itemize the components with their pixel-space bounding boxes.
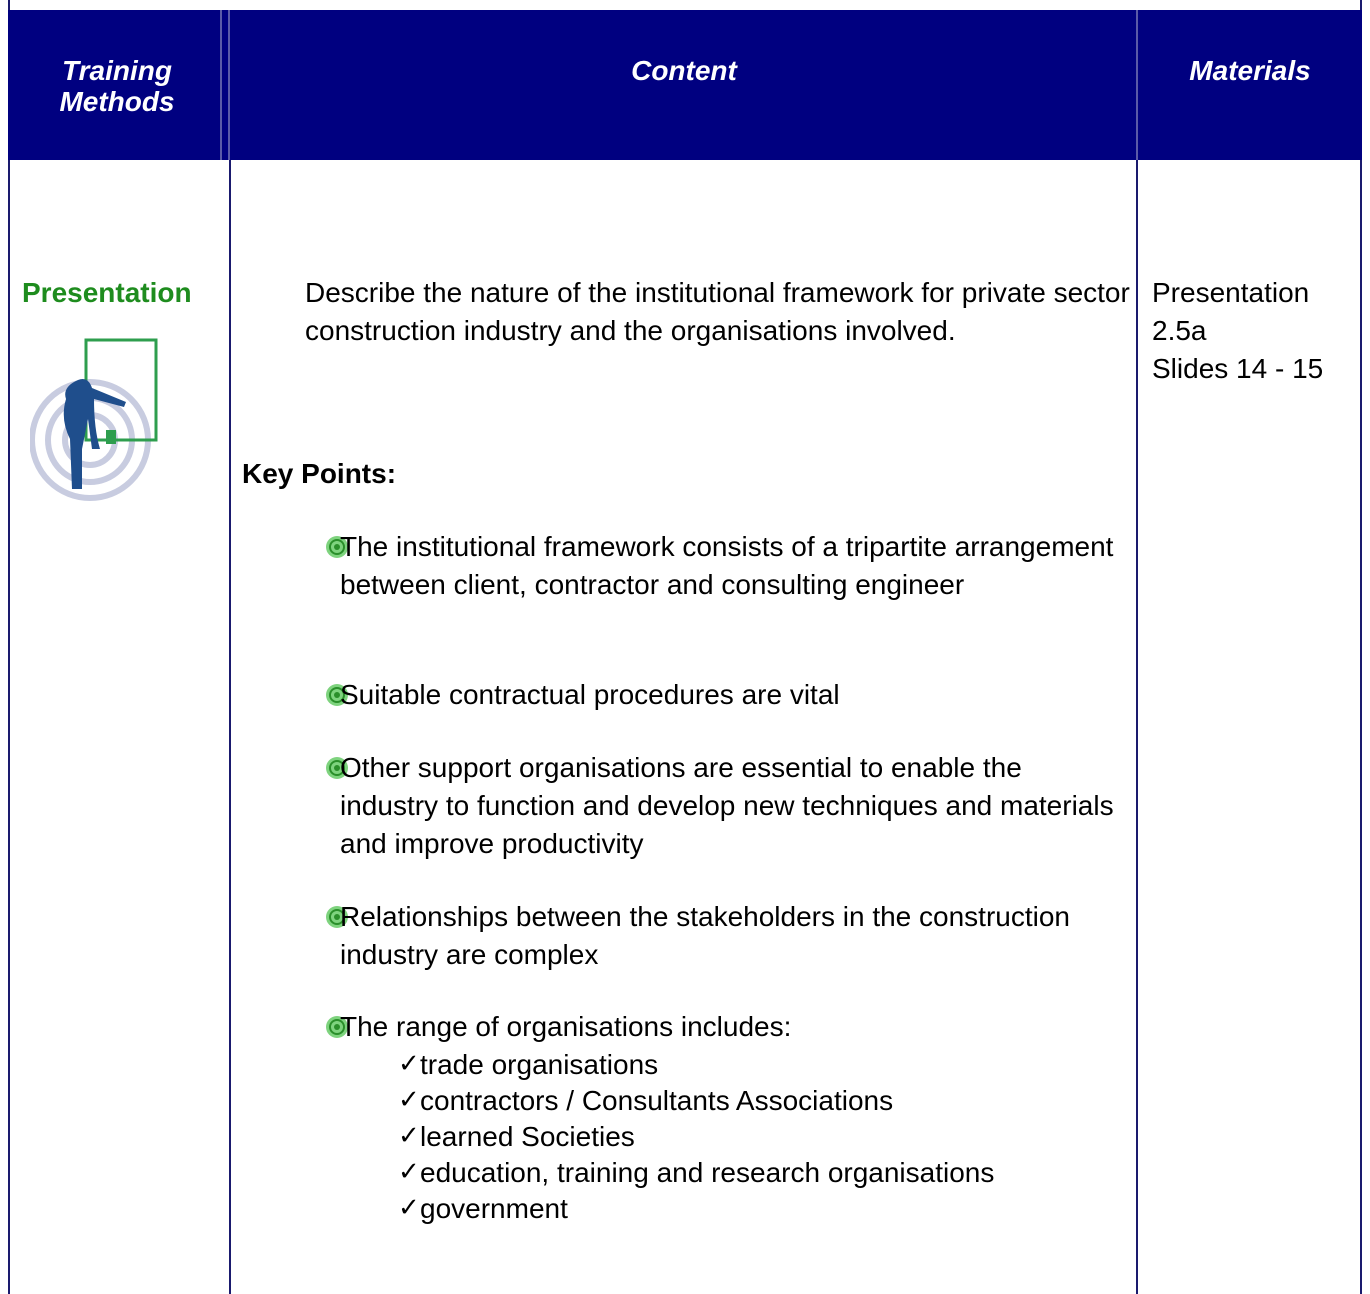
bullet-icon [326, 906, 348, 928]
check-mark: ✓ [398, 1192, 420, 1222]
header-divider [228, 10, 230, 160]
check-mark: ✓ [398, 1048, 420, 1078]
column-divider [229, 160, 231, 1294]
sub-point: trade organisations [420, 1049, 659, 1080]
sub-point: education, training and research organis… [420, 1157, 995, 1188]
bullet-icon [326, 536, 348, 558]
key-point: Other support organisations are essentia… [340, 752, 1114, 859]
check-mark: ✓ [398, 1084, 420, 1114]
key-points-title: Key Points: [242, 458, 397, 489]
sub-point: learned Societies [420, 1121, 635, 1152]
bullet-icon [326, 684, 348, 706]
header-divider [1136, 10, 1138, 160]
intro-text: Describe the nature of the institutional… [305, 277, 1130, 346]
bullet-icon [326, 1016, 348, 1038]
sub-point: government [420, 1193, 568, 1224]
column-divider [1136, 160, 1138, 1294]
check-mark: ✓ [398, 1120, 420, 1150]
method-label: Presentation [22, 277, 192, 308]
materials-line: 2.5a [1152, 315, 1207, 346]
presenter-icon [30, 338, 158, 501]
border-left [8, 0, 10, 1294]
border-right [1360, 0, 1362, 1294]
materials-line: Slides 14 - 15 [1152, 353, 1324, 384]
key-point: Relationships between the stakeholders i… [340, 901, 1070, 970]
materials-line: Presentation [1152, 277, 1310, 308]
bullet-icon [326, 757, 348, 779]
check-mark: ✓ [398, 1156, 420, 1186]
key-point: The institutional framework consists of … [340, 531, 1114, 600]
header-cell: Training Methods [59, 55, 175, 117]
header-cell: Content [631, 55, 737, 86]
sub-point: contractors / Consultants Associations [420, 1085, 894, 1116]
key-point: Suitable contractual procedures are vita… [340, 679, 840, 710]
header-divider [220, 10, 222, 160]
header-cell: Materials [1189, 55, 1311, 86]
key-point: The range of organisations includes: [340, 1011, 792, 1042]
